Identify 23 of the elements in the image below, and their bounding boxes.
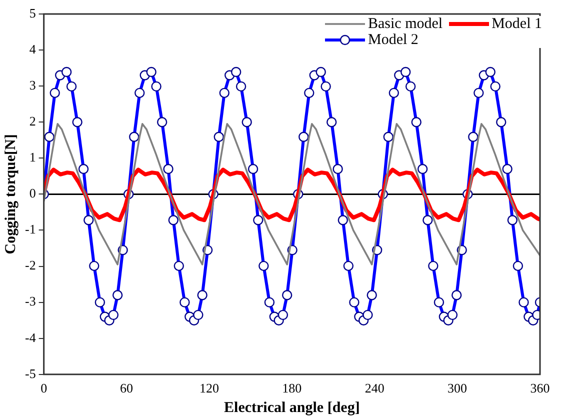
legend-label: Model 2 xyxy=(368,32,418,48)
x-tick-label: 240 xyxy=(364,380,384,396)
x-tick-label: 0 xyxy=(40,380,48,396)
y-tick-label: -3 xyxy=(24,294,36,309)
y-tick-label: -1 xyxy=(24,222,36,237)
x-tick-label: 120 xyxy=(199,380,219,396)
y-tick-label: -5 xyxy=(24,366,36,381)
y-tick-label: 0 xyxy=(29,186,36,201)
y-tick-label: -2 xyxy=(24,258,36,273)
x-tick-label: 300 xyxy=(448,380,468,396)
y-tick-label: 5 xyxy=(29,5,36,20)
y-tick-label: 2 xyxy=(29,114,36,129)
x-tick-label: 180 xyxy=(282,380,302,396)
y-tick-label: 1 xyxy=(29,150,36,165)
y-tick-label: -4 xyxy=(24,330,36,345)
y-tick-label: 4 xyxy=(29,41,36,56)
x-tick-label: 360 xyxy=(530,380,550,396)
x-axis-title: Electrical angle [deg] xyxy=(224,400,360,416)
y-axis-title: Cogging torque[N] xyxy=(2,134,19,254)
legend-label: Model 1 xyxy=(492,16,542,32)
y-tick-label: 3 xyxy=(29,78,36,92)
x-tick-label: 60 xyxy=(120,380,134,396)
legend-label: Basic model xyxy=(368,16,443,32)
